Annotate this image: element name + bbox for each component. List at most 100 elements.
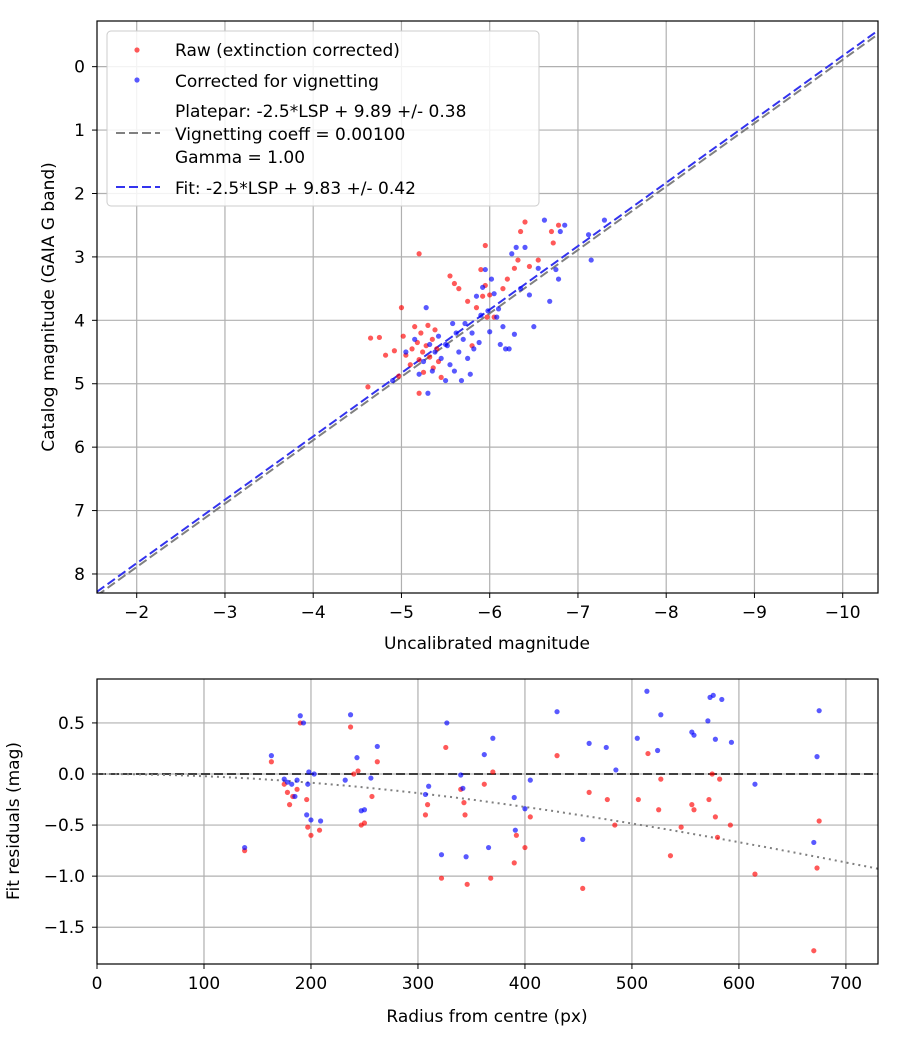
top-ytick-label: 8: [74, 565, 85, 585]
corrected-point: [522, 244, 528, 250]
corrected-point: [476, 339, 482, 346]
raw-point: [465, 298, 471, 304]
corrected-residual-point: [268, 753, 274, 759]
top-ylabel: Catalog magnitude (GAIA G band): [39, 162, 59, 452]
corrected-point: [535, 265, 541, 271]
corrected-residual-point: [655, 747, 661, 754]
corrected-residual-point: [644, 688, 650, 694]
legend: Raw (extinction corrected) Corrected for…: [106, 30, 540, 207]
raw-point: [473, 305, 480, 311]
raw-residual-point: [709, 771, 715, 777]
raw-point: [555, 222, 562, 228]
corrected-residual-point: [289, 781, 295, 787]
corrected-residual-point: [719, 696, 725, 703]
raw-point: [416, 357, 422, 363]
bottom-xtick-label: 0: [92, 974, 103, 994]
legend-label-gamma: Gamma = 1.00: [175, 148, 305, 168]
raw-point: [482, 242, 488, 249]
corrected-residual-point: [603, 744, 609, 751]
corrected-residual-point: [710, 692, 716, 698]
raw-point: [535, 257, 541, 263]
corrected-point: [465, 355, 471, 361]
corrected-point: [541, 217, 548, 223]
top-ytick-label: 3: [74, 248, 85, 268]
raw-point: [429, 336, 435, 342]
corrected-residual-point: [294, 777, 300, 783]
bottom-xtick-label: 600: [723, 974, 755, 994]
corrected-residual-point: [305, 781, 311, 787]
raw-residual-point: [527, 814, 533, 820]
corrected-point: [517, 286, 524, 292]
top-xtick-label: −6: [477, 603, 502, 623]
corrected-residual-point: [814, 754, 820, 760]
raw-residual-point: [294, 786, 300, 792]
raw-point: [515, 257, 521, 263]
corrected-point: [469, 330, 475, 336]
corrected-residual-point: [634, 735, 640, 741]
top-ticks: −2 −3 −4 −5 −6 −7 −8 −9 −10 0 1 2 3 4 5 6 7 8: [74, 58, 860, 623]
raw-point: [409, 346, 415, 352]
corrected-point: [494, 314, 500, 320]
raw-point: [412, 324, 418, 330]
corrected-point: [588, 257, 594, 263]
raw-point: [480, 293, 486, 299]
corrected-point: [458, 377, 465, 384]
corrected-residual-point: [586, 740, 592, 746]
corrected-residual-point: [368, 775, 374, 781]
legend-marker-raw: [134, 47, 140, 53]
raw-residual-point: [511, 860, 517, 866]
top-xtick-label: −3: [212, 603, 237, 623]
corrected-point: [450, 320, 456, 327]
raw-point: [425, 322, 431, 328]
top-xtick-label: −2: [124, 603, 149, 623]
raw-residual-point: [816, 818, 822, 824]
raw-point: [526, 263, 533, 270]
corrected-residual-point: [554, 709, 560, 715]
corrected-residual-point: [426, 783, 432, 789]
vignetting-curve: [97, 773, 878, 870]
corrected-point: [482, 266, 488, 273]
raw-point: [504, 276, 510, 282]
raw-residual-point: [268, 759, 274, 765]
corrected-residual-point: [242, 844, 248, 851]
raw-point: [447, 273, 453, 279]
bottom-ticks: 0 100 200 300 400 500 600 700 −1.5 −1.0 −0.5 0.0 0.5: [44, 714, 862, 994]
corrected-point: [491, 291, 497, 297]
top-xlabel: Uncalibrated magnitude: [384, 634, 590, 654]
raw-residual-point: [604, 796, 610, 803]
corrected-residual-point: [728, 739, 735, 745]
corrected-point: [511, 331, 518, 337]
raw-residual-point: [714, 834, 721, 840]
raw-point: [432, 327, 438, 333]
raw-residual-point: [635, 796, 641, 803]
corrected-point: [488, 276, 495, 282]
raw-residual-point: [727, 822, 733, 828]
top-ytick-label: 1: [74, 121, 85, 141]
top-ytick-label: 0: [74, 58, 85, 78]
bottom-ytick-label: 0.5: [58, 714, 85, 734]
raw-residual-point: [645, 750, 651, 757]
corrected-residual-point: [712, 736, 718, 742]
corrected-point: [425, 390, 431, 396]
corrected-point: [473, 293, 480, 299]
corrected-point: [585, 232, 592, 238]
legend-label-fit: Fit: -2.5*LSP + 9.83 +/- 0.42: [175, 179, 416, 199]
corrected-residual-point: [752, 781, 758, 787]
raw-point: [418, 330, 424, 336]
corrected-point: [555, 276, 562, 282]
corrected-point: [403, 349, 409, 355]
raw-point: [420, 349, 426, 355]
bottom-scatter-points: [242, 688, 822, 954]
corrected-residual-point: [342, 777, 348, 783]
raw-residual-point: [443, 744, 449, 751]
corrected-point: [438, 355, 444, 361]
top-xtick-label: −8: [654, 603, 679, 623]
bottom-xtick-label: 100: [188, 974, 220, 994]
bottom-ytick-label: −1.0: [44, 867, 85, 887]
corrected-point: [456, 349, 462, 355]
corrected-point: [416, 371, 422, 377]
corrected-point: [478, 312, 484, 318]
top-xtick-label: −5: [389, 603, 414, 623]
raw-residual-point: [424, 802, 431, 808]
corrected-point: [442, 377, 449, 384]
